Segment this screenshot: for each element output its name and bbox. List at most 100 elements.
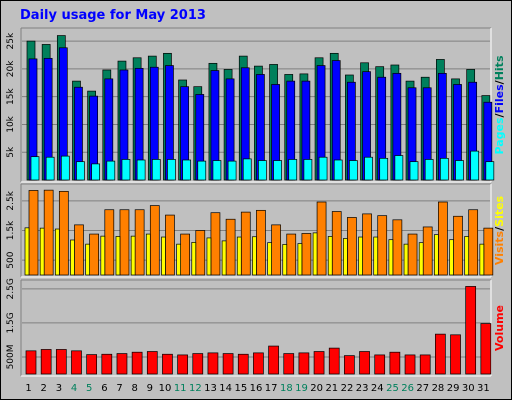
visits-bar <box>483 227 494 276</box>
visits-bar <box>225 218 236 276</box>
x-tick-label-day-16: 16 <box>250 383 263 394</box>
volume-bar <box>116 353 128 375</box>
x-tick-label-day-23: 23 <box>356 383 369 394</box>
sites-bar <box>252 236 257 276</box>
pages-bar <box>364 156 373 181</box>
visits-bar <box>134 209 145 276</box>
visits-panel-y-axis-label-part-0: Visits <box>493 230 506 265</box>
volume-bar <box>480 323 492 375</box>
visits-bar <box>407 233 418 276</box>
pages-bar <box>409 161 419 181</box>
volume-bar <box>404 354 416 375</box>
visits-bar <box>74 224 84 276</box>
volume-bar <box>71 350 82 375</box>
sites-bar <box>39 227 45 276</box>
volume-panel-y-axis-label: Volume <box>493 305 506 351</box>
pages-bar <box>258 160 267 181</box>
x-tick-label-day-27: 27 <box>416 383 429 394</box>
pages-bar <box>288 159 298 181</box>
x-tick-label-day-21: 21 <box>325 383 338 394</box>
x-tick-label-day-17: 17 <box>265 383 278 394</box>
pages-bar <box>455 160 464 181</box>
volume-bar <box>359 351 370 375</box>
sites-bar <box>312 232 318 276</box>
visits-bar <box>316 201 327 276</box>
sites-bar <box>236 236 242 276</box>
volume-bar <box>374 354 386 375</box>
x-tick-label-day-19: 19 <box>295 383 308 394</box>
visits-bar <box>210 212 221 276</box>
visits-bar <box>89 233 99 276</box>
traffic-panel-y-axis-label-part-0: Pages <box>493 117 506 155</box>
pages-bar <box>273 160 282 181</box>
x-tick-label-day-7: 7 <box>116 383 122 394</box>
traffic-panel-y-tick-label: 15k <box>6 88 16 105</box>
x-tick-label-day-29: 29 <box>447 383 460 394</box>
visits-bar <box>149 205 160 276</box>
traffic-panel-y-tick-label: 10k <box>6 115 16 132</box>
volume-bar <box>389 351 401 375</box>
visits-bar <box>347 217 357 276</box>
x-tick-label-day-20: 20 <box>310 383 323 394</box>
pages-bar <box>197 160 207 181</box>
visits-panel-y-tick-label: 2.5k <box>6 190 16 210</box>
traffic-panel-y-axis-label: Pages/Files/Hits <box>493 55 506 154</box>
volume-bar <box>40 349 52 375</box>
visits-bar <box>119 209 130 276</box>
pages-bar <box>121 159 131 181</box>
pages-bar <box>303 159 313 181</box>
volume-panel-y-tick-label: 2.5G <box>6 278 16 299</box>
x-tick-label-day-9: 9 <box>147 383 153 394</box>
sites-bar <box>327 236 333 276</box>
volume-bar <box>177 354 188 375</box>
visits-bar <box>240 211 251 276</box>
volume-bar <box>131 351 143 375</box>
volume-bar <box>222 353 234 375</box>
sites-bar <box>161 236 166 276</box>
volume-bar <box>237 353 249 375</box>
pages-bar <box>440 157 449 181</box>
sites-bar <box>85 243 90 276</box>
x-tick-label-day-11: 11 <box>174 383 187 394</box>
pages-bar <box>424 159 434 181</box>
visits-panel-y-tick-label: 1.5k <box>6 220 16 240</box>
visits-bar <box>331 211 342 276</box>
pages-bar <box>333 159 343 181</box>
sites-bar <box>403 243 409 276</box>
volume-bar <box>25 350 37 375</box>
pages-bar <box>212 160 222 181</box>
volume-bar <box>298 352 310 375</box>
sites-bar <box>358 236 363 276</box>
visits-bar <box>165 214 175 276</box>
x-tick-label-day-6: 6 <box>101 383 107 394</box>
x-tick-label-day-18: 18 <box>280 383 293 394</box>
sites-bar <box>464 236 470 276</box>
visits-bar <box>256 209 266 276</box>
volume-bar <box>192 353 204 375</box>
pages-bar <box>91 163 100 181</box>
x-tick-label-day-24: 24 <box>371 383 384 394</box>
sites-bar <box>191 242 197 276</box>
sites-bar <box>343 238 348 276</box>
traffic-panel-y-tick-label: 20k <box>6 60 16 77</box>
x-tick-label-day-10: 10 <box>159 383 172 394</box>
sites-bar <box>176 243 181 276</box>
traffic-panel-y-tick-label: 25k <box>6 32 16 49</box>
sites-bar <box>434 234 439 276</box>
visits-panel-y-axis-label: Visits/Sites <box>493 195 506 265</box>
x-tick-label-day-28: 28 <box>432 383 445 394</box>
sites-bar <box>54 228 60 276</box>
x-tick-label-day-2: 2 <box>41 383 47 394</box>
sites-bar <box>70 239 75 276</box>
volume-bar <box>313 351 325 375</box>
volume-bar <box>465 286 477 375</box>
sites-bar <box>449 239 454 276</box>
visits-bar <box>377 215 388 276</box>
volume-panel-y-axis-label-part-0: Volume <box>493 305 506 351</box>
x-tick-label-day-30: 30 <box>462 383 475 394</box>
pages-bar <box>182 159 191 181</box>
pages-bar <box>151 159 161 181</box>
pages-bar <box>60 155 70 181</box>
